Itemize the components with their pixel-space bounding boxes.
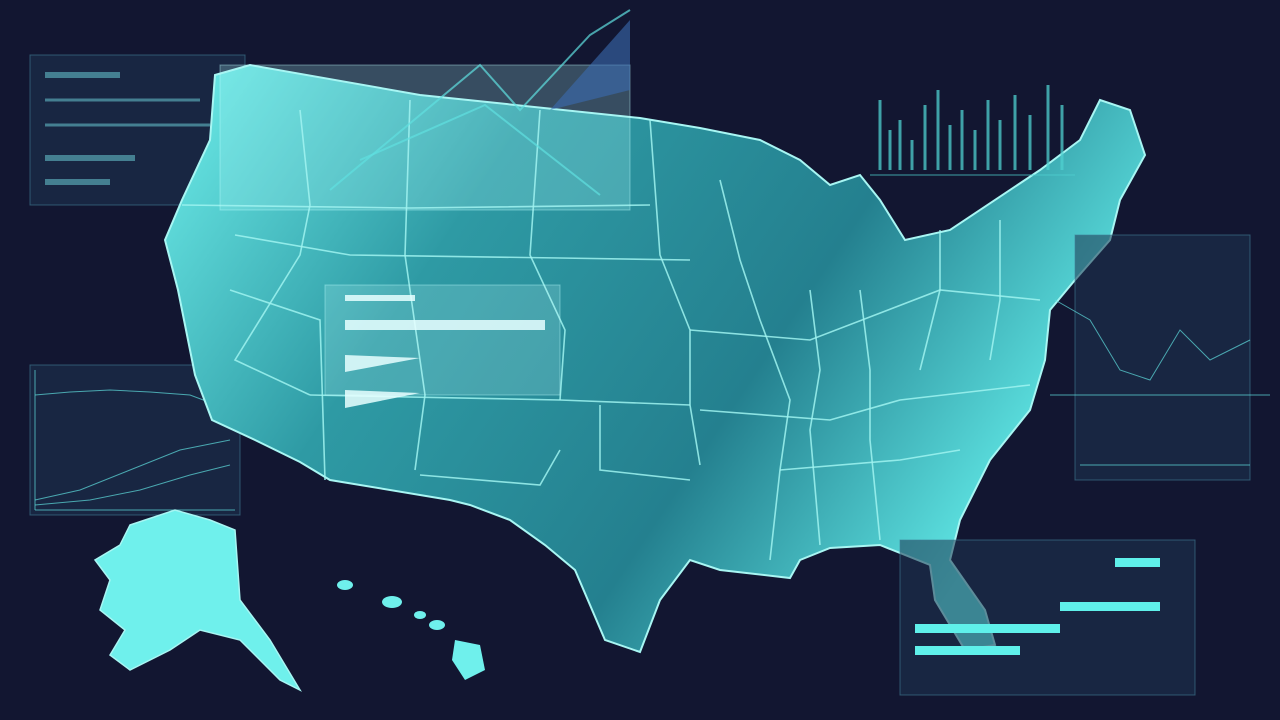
overlay-area (550, 20, 630, 110)
state-borders (181, 99, 1041, 561)
line-chart-decor (34, 370, 235, 511)
alaska (93, 509, 302, 692)
panel-lines (45, 72, 210, 185)
overlay-marks (345, 295, 545, 408)
right-panel (1074, 234, 1251, 481)
right-chart-decor (1050, 299, 1270, 466)
bar-chart-decor (870, 85, 1075, 176)
hawaii (337, 580, 485, 680)
overlay-box (324, 284, 561, 396)
bar-panel-bars (915, 558, 1160, 655)
overlay-line (329, 9, 631, 191)
overlay-line-2 (359, 103, 601, 196)
overlay-panel (219, 64, 631, 211)
